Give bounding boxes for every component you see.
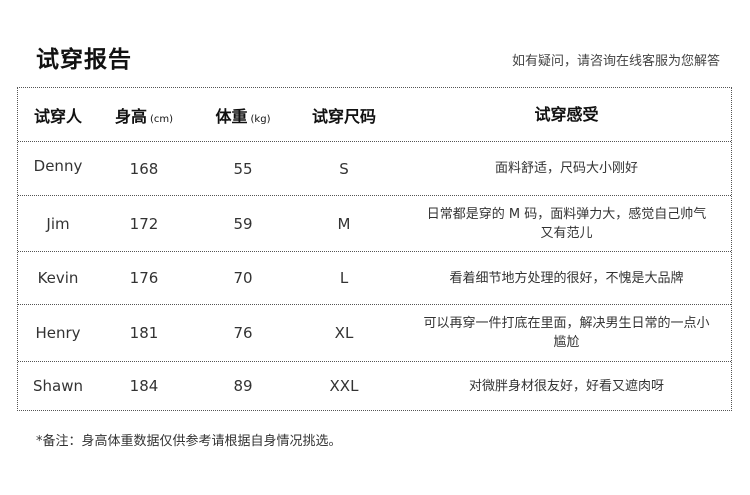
help-text: 如有疑问，请咨询在线客服为您解答 <box>511 54 720 69</box>
cell-feedback: 日常都是穿的 M 码，面料弹力大，感觉自己帅气又有范儿 <box>426 206 707 241</box>
cell-weight: 59 <box>233 214 253 233</box>
cell-height: 168 <box>129 159 159 178</box>
cell-feedback: 看着细节地方处理的很好，不愧是大品牌 <box>449 270 684 286</box>
fitting-report-table: 试穿人 身高 (cm) 体重 (kg) 试穿尺码 试穿感受 Denny 168 55… <box>17 87 732 411</box>
cell-size: L <box>339 269 349 287</box>
cell-size: S <box>339 159 349 178</box>
cell-feedback: 可以再穿一件打底在里面，解决男生日常的一点小尴尬 <box>423 316 710 350</box>
cell-height: 184 <box>129 377 159 395</box>
cell-weight: 55 <box>233 159 253 178</box>
table-row: Shawn 184 89 XXL 对微胖身材很友好，好看又遮肉呀 <box>18 361 731 410</box>
header-label: 身高 <box>114 106 147 126</box>
cell-weight: 70 <box>233 269 253 287</box>
footnote: *备注：身高体重数据仅供参考请根据自身情况挑选。 <box>36 434 342 449</box>
cell-weight: 89 <box>233 377 253 395</box>
cell-name: Denny <box>33 156 83 175</box>
header-unit: (kg) <box>250 113 271 125</box>
cell-height: 176 <box>129 269 159 287</box>
header-unit: (cm) <box>149 113 174 125</box>
header-label: 试穿感受 <box>534 105 599 124</box>
cell-feedback: 对微胖身材很友好，好看又遮肉呀 <box>468 378 664 394</box>
header-tester: 试穿人 <box>18 103 98 127</box>
table-row: Denny 168 55 S 面料舒适，尺码大小刚好 <box>18 141 731 195</box>
cell-height: 172 <box>129 214 159 233</box>
table-header-row: 试穿人 身高 (cm) 体重 (kg) 试穿尺码 试穿感受 <box>18 88 731 141</box>
header-label: 试穿人 <box>33 106 82 126</box>
cell-size: XL <box>334 324 354 342</box>
cell-name: Kevin <box>37 269 79 287</box>
header-label: 体重 <box>215 106 248 126</box>
header-height: 身高 (cm) <box>98 103 190 127</box>
header-size: 试穿尺码 <box>296 103 392 127</box>
cell-name: Shawn <box>33 377 83 395</box>
cell-size: XXL <box>329 377 359 395</box>
cell-name: Henry <box>35 324 81 342</box>
cell-height: 181 <box>129 324 159 342</box>
cell-size: M <box>337 214 351 233</box>
header-feedback: 试穿感受 <box>392 105 731 124</box>
table-row: Henry 181 76 XL 可以再穿一件打底在里面，解决男生日常的一点小尴尬 <box>18 304 731 361</box>
table-row: Jim 172 59 M 日常都是穿的 M 码，面料弹力大，感觉自己帅气又有范儿 <box>18 195 731 251</box>
header-label: 试穿尺码 <box>311 106 376 126</box>
cell-feedback: 面料舒适，尺码大小刚好 <box>494 161 638 176</box>
table-row: Kevin 176 70 L 看着细节地方处理的很好，不愧是大品牌 <box>18 251 731 304</box>
header-weight: 体重 (kg) <box>190 103 296 127</box>
cell-name: Jim <box>46 214 70 233</box>
page-title: 试穿报告 <box>36 47 132 73</box>
cell-weight: 76 <box>233 324 253 342</box>
